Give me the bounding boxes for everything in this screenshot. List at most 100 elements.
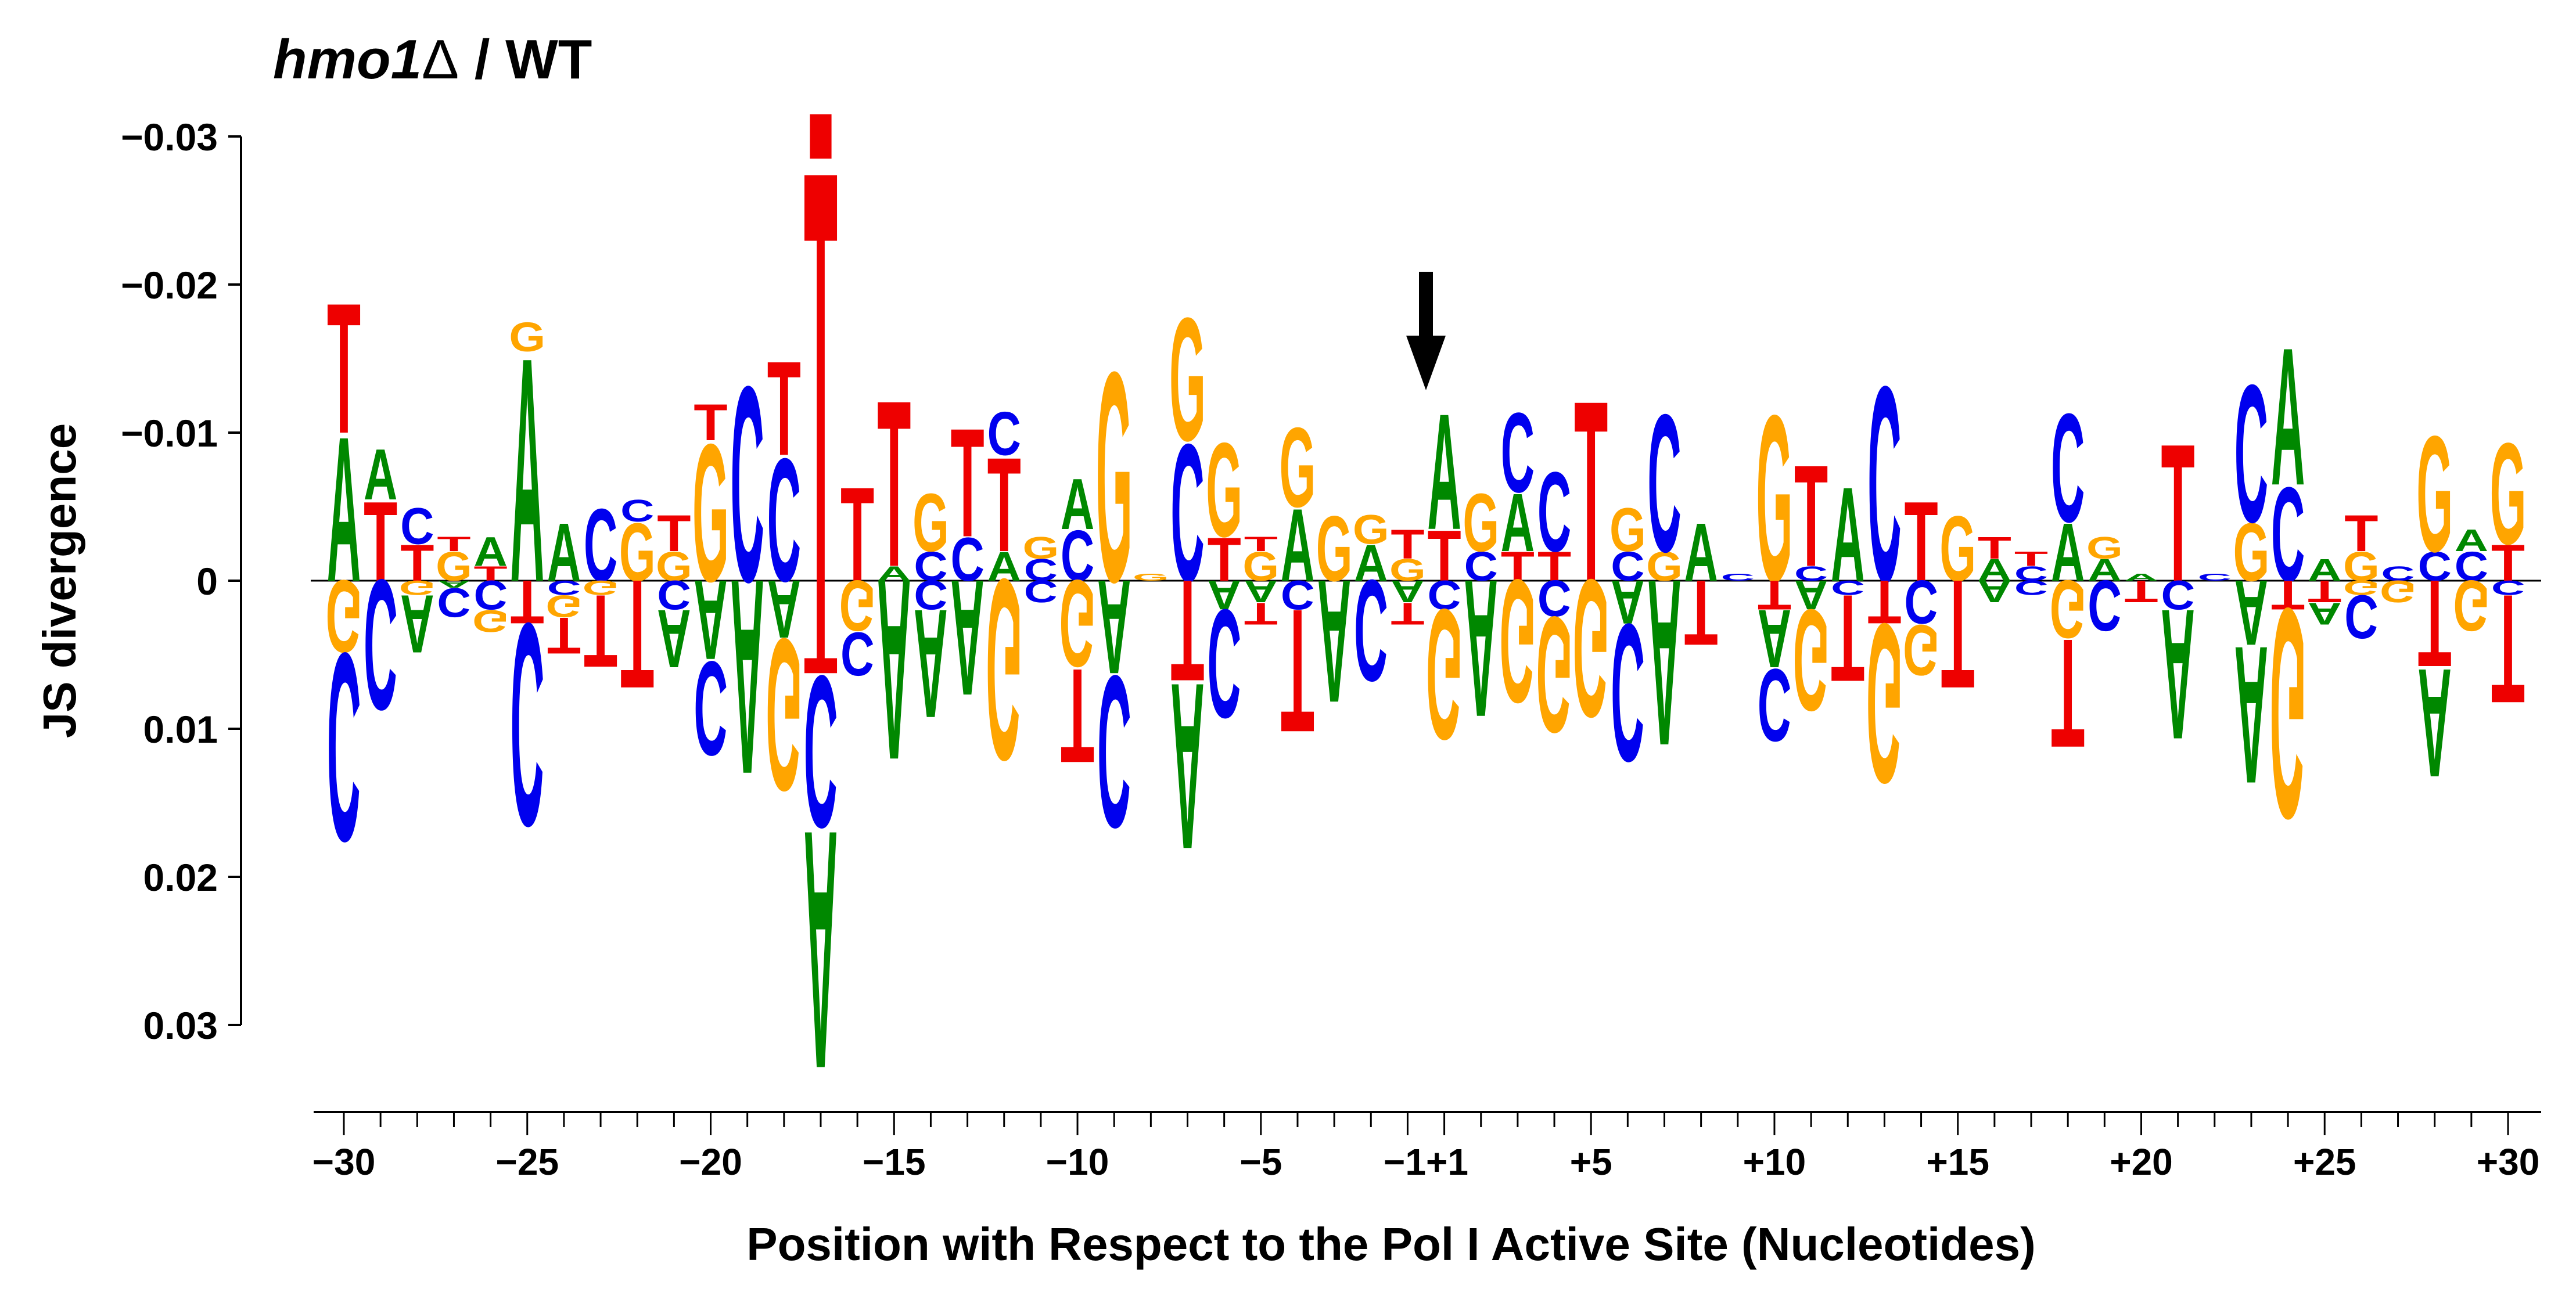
logo-letter-G: G (326, 558, 362, 673)
logo-letter-glyph: T (1904, 478, 1938, 605)
logo-letter-G: G (509, 314, 545, 361)
logo-letter-glyph: C (1097, 631, 1131, 873)
logo-letter-G: G (1059, 554, 1096, 692)
x-tick-label: −20 (679, 1141, 742, 1183)
logo-letter-T: T (1281, 573, 1314, 769)
logo-letter-A: A (400, 578, 434, 671)
logo-letter-glyph: C (400, 498, 434, 556)
logo-letter-G: G (399, 576, 436, 599)
logo-letter-A: A (914, 577, 947, 751)
logo-letter-A: A (1611, 567, 1644, 636)
logo-letter-glyph: C (1354, 549, 1388, 711)
logo-letter-glyph: A (1061, 464, 1094, 545)
logo-letter-glyph: T (951, 396, 985, 569)
logo-letter-G: G (1169, 280, 1206, 477)
logo-letter-glyph: T (2161, 403, 2195, 622)
logo-letter-T: T (2344, 505, 2378, 562)
logo-letter-glyph: C (2088, 565, 2121, 646)
x-tick-label: +5 (1570, 1141, 1612, 1183)
logo-letter-G: G (1609, 495, 1646, 565)
logo-letter-C: C (1611, 583, 1644, 803)
logo-letter-A: A (1758, 592, 1791, 685)
logo-letter-A: A (547, 506, 581, 599)
logo-letter-A: A (877, 526, 911, 815)
logo-letter-glyph: C (473, 571, 507, 618)
arrow-shaft (1419, 272, 1433, 336)
logo-letter-glyph: G (1316, 496, 1353, 600)
logo-letter-T: T (657, 505, 691, 562)
logo-letter-glyph: T (1978, 531, 2011, 565)
logo-letter-T: T (2271, 572, 2305, 618)
logo-letter-glyph: C (2234, 344, 2268, 564)
logo-letter-glyph: A (400, 578, 434, 671)
logo-letter-T: T (584, 573, 617, 688)
logo-letter-glyph: C (950, 525, 984, 595)
logo-letter-G: G (1463, 476, 1499, 569)
logo-letter-T: T (400, 534, 434, 592)
logo-letter-C: C (1611, 544, 1644, 590)
logo-letter-T: T (1244, 596, 1278, 630)
logo-letter-T: T (2308, 574, 2341, 608)
logo-letter-glyph: C (1427, 571, 1461, 618)
logo-letter-glyph: A (1794, 571, 1828, 618)
logo-letter-C: C (804, 631, 838, 873)
logo-letter-glyph: C (731, 329, 764, 640)
logo-letter-glyph: T (1281, 573, 1314, 769)
logo-letter-glyph: G (1499, 544, 1536, 740)
logo-letter-glyph: A (2124, 571, 2158, 583)
y-tick-label: −0.01 (121, 412, 218, 455)
logo-letter-T: T (1574, 348, 1608, 636)
logo-letter-C: C (1758, 647, 1791, 762)
logo-letter-glyph: T (987, 430, 1021, 580)
logo-letter-glyph: G (692, 404, 729, 623)
logo-letter-glyph: C (1208, 577, 1241, 751)
logo-letter-A: A (1978, 553, 2011, 588)
logo-letter-glyph: G (546, 589, 583, 624)
logo-letter-G: G (656, 544, 692, 590)
logo-letter-glyph: A (731, 521, 764, 833)
logo-letter-G: G (1499, 544, 1536, 740)
logo-letter-G: G (2270, 546, 2306, 881)
logo-letter-A: A (1317, 544, 1351, 740)
logo-letter-glyph: A (804, 760, 838, 1142)
logo-letter-glyph: T (584, 573, 617, 688)
logo-letter-C: C (1024, 574, 1058, 609)
logo-letter-A: A (1170, 634, 1204, 899)
logo-letter-glyph: A (1978, 553, 2011, 588)
logo-letter-A: A (511, 290, 544, 649)
logo-letter-G: G (2050, 563, 2086, 656)
logo-letter-C: C (1024, 553, 1058, 588)
logo-letter-A: A (2088, 553, 2121, 588)
logo-letter-glyph: A (1978, 574, 2011, 609)
logo-letter-glyph: G (2050, 563, 2086, 656)
logo-letter-glyph: C (2271, 459, 2305, 609)
logo-letter-C: C (2088, 565, 2121, 646)
logo-letter-glyph: G (1353, 507, 1389, 553)
logo-letter-C: C (473, 571, 507, 618)
logo-letter-glyph: G (1573, 538, 1609, 758)
logo-letter-glyph: C (1904, 567, 1938, 636)
x-tick-label: +30 (2477, 1141, 2540, 1183)
logo-letter-T: T (1170, 550, 1204, 712)
logo-letter-G: G (766, 593, 802, 836)
logo-letter-glyph: C (1024, 574, 1058, 609)
logo-letter-glyph: G (436, 544, 472, 590)
logo-letter-G: G (1939, 496, 1976, 600)
logo-letter-glyph: C (1721, 571, 1755, 583)
logo-letter-C: C (1867, 329, 1901, 640)
logo-letter-C: C (1794, 563, 1828, 585)
logo-letter-G: G (2453, 565, 2489, 646)
logo-letter-glyph: C (1464, 544, 1498, 590)
logo-letter-C: C (914, 571, 947, 618)
logo-letter-C: C (1831, 576, 1864, 599)
logo-letter-glyph: G (2343, 544, 2380, 590)
logo-letter-C: C (731, 329, 764, 640)
logo-letter-glyph: G (1133, 571, 1169, 583)
logo-letter-C: C (437, 579, 470, 625)
logo-letter-glyph: T (400, 534, 434, 592)
logo-letter-T: T (511, 567, 544, 636)
logo-letter-T: T (1831, 568, 1864, 707)
logo-letter-A: A (804, 760, 838, 1142)
logo-letter-C: C (1427, 571, 1461, 618)
logo-letter-glyph: G (1793, 579, 1830, 741)
